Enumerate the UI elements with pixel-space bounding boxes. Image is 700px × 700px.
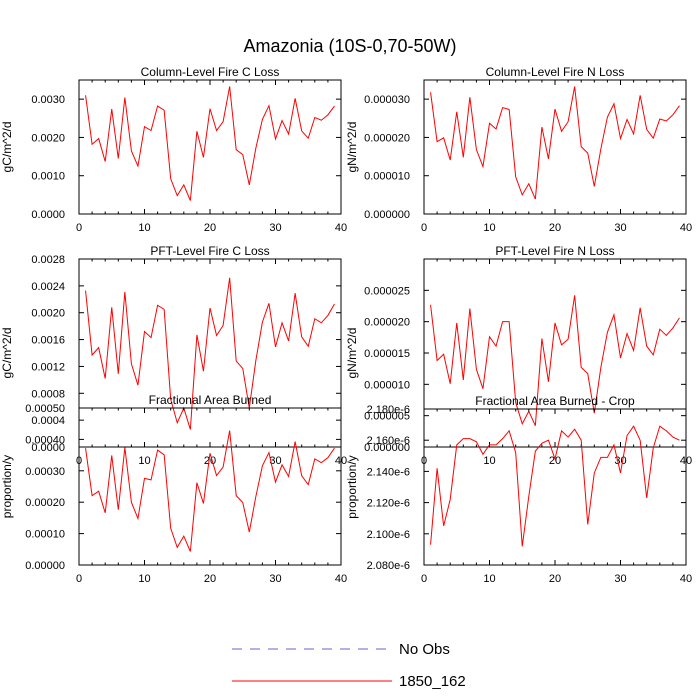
- y-tick-label: 0.00050: [25, 403, 65, 415]
- y-tick-label: 0.0008: [31, 388, 65, 400]
- panel-title: Column-Level Fire C Loss: [141, 65, 280, 79]
- x-tick-label: 20: [204, 573, 216, 585]
- panel-title: Fractional Area Burned - Crop: [475, 394, 635, 408]
- y-tick-label: 0.000020: [364, 317, 410, 329]
- panel-1: Column-Level Fire C Loss 0 10 20 30 40 0.0000 0…: [0, 65, 347, 234]
- y-tick-label: 0.00030: [25, 466, 65, 478]
- series-line-1850_162: [85, 430, 335, 552]
- y-tick-label: 2.100e-6: [367, 529, 410, 541]
- y-tick-label: 0.000000: [364, 209, 410, 221]
- y-tick-label: 0.0030: [31, 94, 65, 106]
- x-tick-label: 30: [269, 222, 281, 234]
- x-tick-label: 0: [76, 573, 82, 585]
- x-tick-label: 20: [549, 222, 561, 234]
- y-tick-label: 0.000015: [364, 348, 410, 360]
- plot-frame: [423, 79, 687, 215]
- y-tick-label: 0.000025: [364, 285, 410, 297]
- y-tick-label: 2.160e-6: [367, 435, 410, 447]
- y-axis-label: gN/m^2/d: [345, 328, 359, 379]
- x-tick-label: 40: [680, 573, 692, 585]
- y-axis-label: proportion/y: [345, 455, 359, 518]
- x-tick-label: 10: [483, 222, 495, 234]
- y-tick-label: 0.00020: [25, 497, 65, 509]
- x-tick-label: 10: [138, 455, 150, 467]
- x-tick-label: 30: [269, 455, 281, 467]
- x-tick-label: 30: [614, 573, 626, 585]
- y-axis-label: gC/m^2/d: [0, 122, 14, 173]
- panel-title: PFT-Level Fire C Loss: [150, 244, 269, 258]
- figure-title: Amazonia (10S-0,70-50W): [243, 36, 456, 56]
- panel-2: Column-Level Fire N Loss 0 10 20 30 40 0.00000…: [345, 65, 692, 234]
- x-tick-label: 40: [335, 573, 347, 585]
- x-tick-label: 0: [76, 222, 82, 234]
- x-tick-label: 40: [335, 222, 347, 234]
- x-tick-label: 30: [269, 573, 281, 585]
- y-tick-label: 0.0028: [31, 254, 65, 266]
- panel-6: Fractional Area Burned - Crop 0 10 20 30 40 2.…: [345, 394, 692, 585]
- x-tick-label: 20: [549, 455, 561, 467]
- legend-label-no-obs: No Obs: [399, 641, 450, 658]
- series-line-1850_162: [85, 86, 335, 201]
- panel-title: PFT-Level Fire N Loss: [495, 244, 614, 258]
- y-tick-label: 0.0020: [31, 132, 65, 144]
- y-tick-label: 0.0012: [31, 361, 65, 373]
- plot-frame: [78, 79, 342, 215]
- y-tick-label: 2.180e-6: [367, 404, 410, 416]
- y-tick-label: 0.00000: [25, 560, 65, 572]
- y-tick-label: 0.0016: [31, 335, 65, 347]
- y-tick-label: 2.080e-6: [367, 560, 410, 572]
- y-tick-label: 0.0004: [31, 415, 65, 427]
- y-tick-label: 0.000010: [364, 379, 410, 391]
- series-line-1850_162: [430, 86, 680, 200]
- series-line-1850_162: [430, 295, 680, 426]
- y-tick-label: 0.0000: [31, 209, 65, 221]
- y-tick-label: 2.120e-6: [367, 498, 410, 510]
- y-tick-label: 2.140e-6: [367, 466, 410, 478]
- y-tick-label: 0.0010: [31, 171, 65, 183]
- x-tick-label: 10: [138, 222, 150, 234]
- y-axis-label: gN/m^2/d: [345, 122, 359, 173]
- x-tick-label: 10: [483, 455, 495, 467]
- legend-label-1850-162: 1850_162: [399, 673, 466, 690]
- x-tick-label: 0: [421, 573, 427, 585]
- x-tick-label: 20: [204, 222, 216, 234]
- x-tick-label: 10: [483, 573, 495, 585]
- legend: No Obs 1850_162: [232, 641, 466, 690]
- y-axis-label: gC/m^2/d: [0, 328, 14, 379]
- y-axis-label: proportion/y: [0, 455, 14, 518]
- y-tick-label: 0.0024: [31, 281, 65, 293]
- x-tick-label: 10: [138, 573, 150, 585]
- y-tick-label: 0.000020: [364, 132, 410, 144]
- plot-frame: [423, 408, 687, 566]
- y-tick-label: 0.0020: [31, 308, 65, 320]
- x-tick-label: 30: [614, 455, 626, 467]
- y-tick-label: 0.000005: [364, 411, 410, 423]
- y-tick-label: 0.000010: [364, 171, 410, 183]
- plot-frame: [78, 407, 342, 566]
- plot-frame: [78, 258, 342, 448]
- x-tick-label: 30: [614, 222, 626, 234]
- series-line-1850_162: [430, 425, 680, 547]
- plot-frame: [423, 258, 687, 448]
- y-tick-label: 0.000030: [364, 94, 410, 106]
- y-tick-label: 0.00040: [25, 434, 65, 446]
- panel-title: Fractional Area Burned: [149, 393, 272, 407]
- panel-5: Fractional Area Burned 0 10 20 30 40 0.00000 0.…: [0, 393, 347, 585]
- x-tick-label: 20: [549, 573, 561, 585]
- y-tick-label: 0.00010: [25, 529, 65, 541]
- x-tick-label: 0: [421, 222, 427, 234]
- series-line-1850_162: [85, 277, 335, 430]
- y-tick-label: 0.000000: [364, 442, 410, 454]
- x-tick-label: 40: [680, 222, 692, 234]
- panel-title: Column-Level Fire N Loss: [486, 65, 625, 79]
- y-tick-label: 0.0000: [31, 442, 65, 454]
